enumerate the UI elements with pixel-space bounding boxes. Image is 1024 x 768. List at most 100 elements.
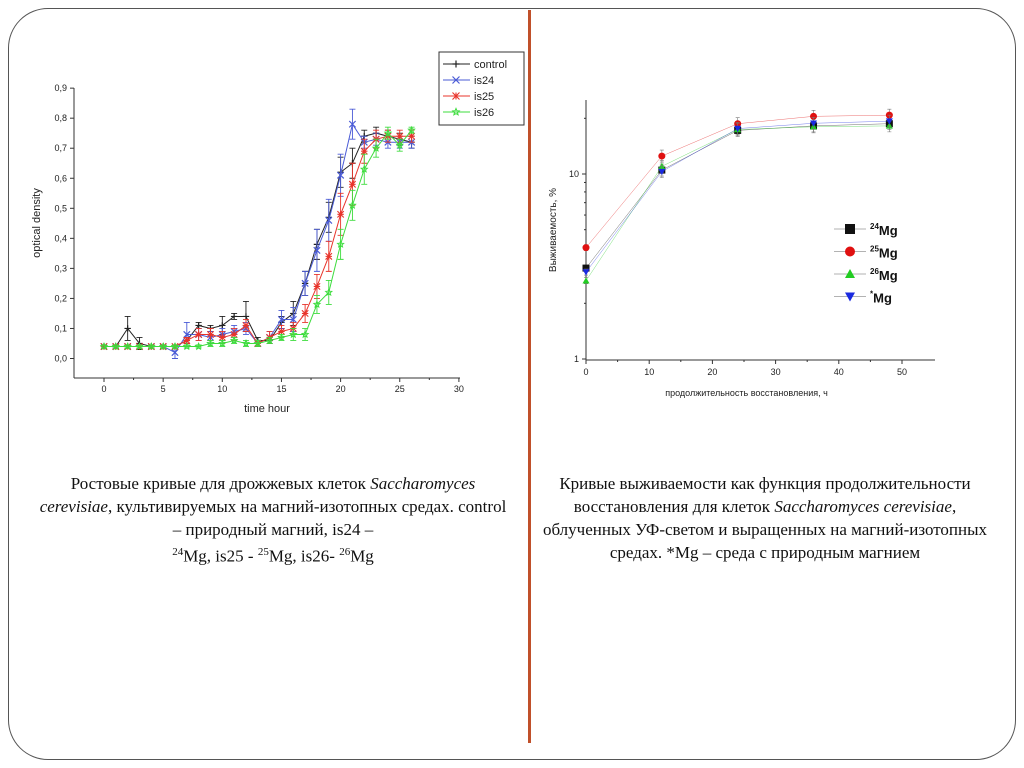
legend-label: 26Mg: [870, 267, 898, 283]
legend-superscript: 26: [870, 267, 879, 276]
caption-text: , облученных УФ-светом и выращенных на м…: [542, 497, 988, 562]
data-point: [325, 252, 333, 260]
data-point: [845, 269, 855, 278]
series-line: [585, 123, 890, 269]
data-point: [277, 315, 286, 324]
data-point: [277, 333, 286, 342]
data-point: [359, 164, 369, 173]
data-point: [111, 342, 121, 351]
legend-name: Mg: [879, 246, 898, 261]
data-point: [452, 60, 460, 68]
data-point: [810, 120, 818, 127]
x-tick-label: 20: [707, 367, 717, 377]
data-point: [206, 330, 215, 339]
data-point: [265, 336, 274, 345]
series-line: [585, 120, 890, 273]
legend-superscript: *: [870, 290, 874, 299]
right-caption: Кривые выживаемости как функция продолжи…: [542, 472, 988, 564]
x-tick-label: 10: [644, 367, 654, 377]
y-tick-label: 10: [569, 169, 579, 179]
x-tick-label: 30: [454, 384, 464, 394]
y-tick-label: 0,1: [54, 323, 67, 333]
x-tick-label: 50: [897, 367, 907, 377]
error-bar: [337, 228, 344, 260]
legend-name: Mg: [873, 291, 892, 306]
y-tick-label: 0,3: [54, 263, 67, 273]
data-point: [194, 342, 203, 351]
data-point: [229, 336, 239, 345]
caption-text: , культивируемых на магний-изотопных сре…: [107, 497, 507, 539]
species-name: Saccharomyces cerevisiae: [774, 497, 952, 516]
error-bar: [349, 189, 356, 221]
isotope-superscript: 25: [257, 546, 269, 558]
data-point: [242, 313, 250, 320]
data-point: [171, 348, 179, 357]
data-point: [395, 140, 405, 149]
data-point: [336, 171, 345, 179]
data-point: [183, 330, 191, 339]
legend-superscript: 25: [870, 245, 879, 254]
data-point: [99, 341, 109, 351]
y-tick-label: 0,4: [54, 233, 67, 243]
caption-text: Mg, is26-: [268, 546, 340, 566]
data-point: [885, 118, 893, 125]
data-point: [253, 339, 263, 348]
legend-name: Mg: [879, 223, 898, 238]
data-point: [396, 132, 404, 140]
data-point: [407, 132, 416, 140]
x-tick-label: 10: [217, 384, 227, 394]
x-tick-label: 25: [395, 384, 405, 394]
data-point: [407, 125, 416, 134]
series-line: [585, 125, 890, 281]
data-point: [658, 152, 666, 160]
y-tick-label: 0,8: [54, 113, 67, 123]
data-point: [241, 339, 251, 348]
error-bar: [373, 138, 380, 158]
legend-label: 25Mg: [870, 245, 898, 261]
y-tick-label: 0,9: [54, 83, 67, 93]
data-point: [313, 282, 321, 290]
data-point: [206, 339, 215, 348]
isotope-superscript: 24: [172, 546, 184, 558]
caption-text: Mg, is25 -: [183, 546, 258, 566]
legend-label: 24Mg: [870, 222, 898, 238]
data-point: [218, 333, 226, 342]
data-point: [734, 125, 742, 133]
x-tick-label: 5: [161, 384, 166, 394]
data-point: [158, 342, 168, 351]
data-point: [170, 342, 180, 351]
error-bar: [313, 294, 320, 314]
legend-label: *Mg: [870, 290, 892, 306]
data-point: [312, 299, 322, 309]
left-caption: Ростовые кривые для дрожжевых клеток Sac…: [38, 472, 508, 568]
data-point: [324, 287, 334, 297]
legend-label: is24: [474, 75, 494, 87]
data-point: [845, 246, 855, 257]
legend-label: control: [474, 59, 507, 71]
data-point: [183, 336, 191, 345]
data-point: [124, 325, 131, 332]
data-point: [336, 239, 345, 248]
data-point: [348, 120, 357, 128]
data-point: [289, 315, 297, 324]
x-tick-label: 20: [336, 384, 346, 394]
data-point: [810, 112, 818, 120]
series-26Mg: [582, 119, 893, 284]
data-point: [582, 277, 590, 284]
data-point: [301, 279, 309, 288]
error-bar: [325, 279, 332, 305]
slide-frame: [8, 8, 1016, 760]
data-point: [301, 309, 309, 318]
legend-name: Mg: [879, 268, 898, 283]
x-tick-label: 30: [771, 367, 781, 377]
y-tick-label: 0,0: [54, 354, 67, 364]
y-tick-label: 0,2: [54, 293, 67, 303]
y-tick-label: 1: [574, 354, 579, 364]
data-point: [325, 216, 333, 224]
data-point: [123, 342, 132, 351]
legend-label: is25: [474, 91, 494, 103]
data-point: [218, 338, 227, 348]
column-divider: [528, 10, 531, 743]
